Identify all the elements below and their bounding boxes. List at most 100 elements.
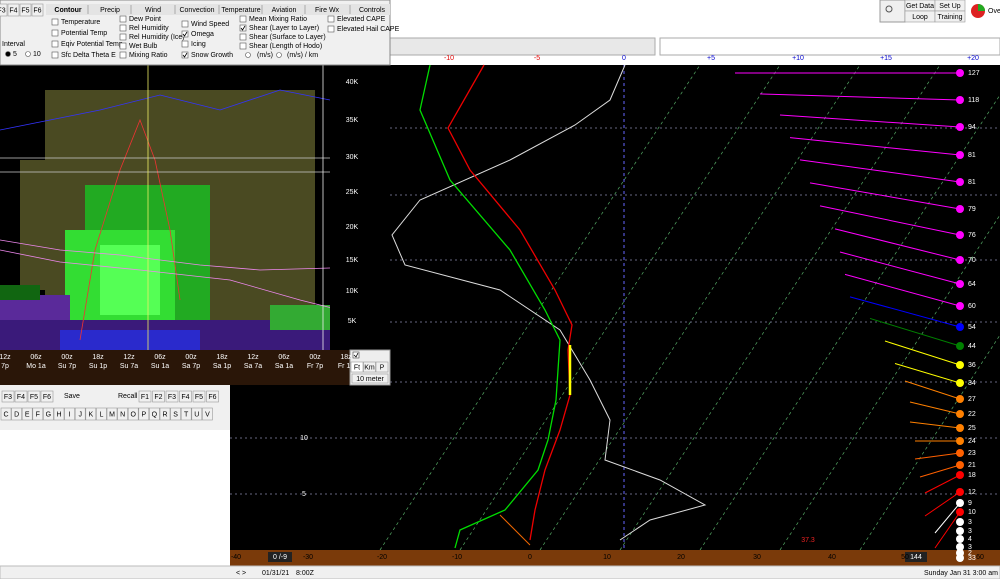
status-time: 8:00Z: [296, 570, 315, 577]
button[interactable]: [363, 361, 376, 373]
input-bar: [389, 37, 656, 56]
button[interactable]: [11, 407, 22, 421]
checkbox[interactable]: [51, 40, 59, 48]
nav[interactable]: < >: [236, 570, 246, 577]
tab[interactable]: Convection: [179, 7, 214, 14]
checkbox[interactable]: [181, 40, 189, 48]
button[interactable]: [127, 407, 139, 421]
button-label: V: [205, 411, 210, 418]
checkbox[interactable]: [181, 51, 189, 59]
button[interactable]: [159, 407, 171, 421]
button[interactable]: [1, 390, 15, 403]
tab[interactable]: Fire Wx: [315, 7, 340, 14]
top-axis-label: 0: [622, 55, 626, 62]
height-axis: [330, 65, 350, 350]
button[interactable]: [192, 390, 206, 403]
checkbox[interactable]: [51, 29, 59, 37]
button[interactable]: [14, 390, 28, 403]
button[interactable]: [179, 390, 192, 403]
button[interactable]: [32, 407, 44, 421]
button[interactable]: [40, 390, 54, 403]
time-local: Su 1a: [151, 363, 169, 370]
save-label[interactable]: Save: [64, 393, 80, 400]
button[interactable]: [74, 407, 86, 421]
radio[interactable]: [276, 52, 282, 58]
wind-speed: 3: [968, 528, 972, 535]
button[interactable]: [165, 390, 179, 403]
button-label: U: [194, 411, 199, 418]
height-label: 40K: [346, 79, 359, 86]
checkbox[interactable]: [119, 33, 127, 41]
button[interactable]: [375, 361, 389, 373]
button[interactable]: [170, 407, 181, 421]
button[interactable]: [53, 407, 65, 421]
checkbox[interactable]: [181, 20, 189, 28]
button[interactable]: [96, 407, 107, 421]
button[interactable]: [202, 407, 213, 421]
button[interactable]: [106, 407, 118, 421]
time-local: Su 7p: [58, 363, 76, 370]
button[interactable]: [138, 390, 152, 403]
button[interactable]: [191, 407, 203, 421]
time-local: 7p: [1, 363, 9, 370]
button[interactable]: [19, 3, 32, 17]
button[interactable]: [351, 373, 389, 384]
button[interactable]: [934, 10, 966, 23]
checkbox[interactable]: [239, 24, 247, 32]
check: [182, 52, 188, 58]
button-label: 10 meter: [356, 376, 384, 383]
button[interactable]: [117, 407, 128, 421]
checkbox[interactable]: [51, 51, 59, 59]
button[interactable]: [152, 390, 165, 403]
checkbox[interactable]: [327, 25, 335, 33]
wind-marker: [956, 280, 964, 288]
tab[interactable]: Contour: [54, 7, 81, 14]
checkbox[interactable]: [119, 42, 127, 50]
checkbox[interactable]: [239, 42, 247, 50]
tab[interactable]: Controls: [359, 7, 386, 14]
checkbox[interactable]: [181, 30, 189, 38]
tab[interactable]: Aviation: [272, 7, 297, 14]
button[interactable]: [27, 390, 41, 403]
tab[interactable]: Temperature: [221, 7, 260, 14]
checkbox[interactable]: [239, 15, 247, 23]
button[interactable]: [350, 361, 364, 373]
radio[interactable]: [245, 52, 251, 58]
isotherms: [379, 64, 1000, 551]
checkbox[interactable]: [119, 15, 127, 23]
checkbox[interactable]: [239, 33, 247, 41]
checkbox[interactable]: [327, 15, 335, 23]
checkbox[interactable]: [352, 351, 360, 359]
button[interactable]: [149, 407, 160, 421]
bottom-axis-label: 50: [901, 554, 909, 561]
button[interactable]: [64, 407, 75, 421]
wind-marker: [956, 379, 964, 387]
checkbox[interactable]: [119, 51, 127, 59]
button[interactable]: [85, 407, 97, 421]
bottom-axis-label: -10: [452, 554, 462, 561]
time-utc: 18z: [340, 354, 352, 361]
tab[interactable]: Precip: [100, 7, 120, 14]
checkbox[interactable]: [119, 24, 127, 32]
button[interactable]: [21, 407, 33, 421]
over-label[interactable]: Over: [988, 8, 1000, 15]
button[interactable]: [0, 407, 12, 421]
radio[interactable]: [5, 51, 11, 57]
wind-barb: [799, 159, 961, 183]
button[interactable]: [206, 390, 219, 403]
button[interactable]: [43, 407, 54, 421]
button[interactable]: [31, 3, 44, 17]
recall-label[interactable]: Recall: [118, 393, 138, 400]
wind-speed: 10: [968, 509, 976, 516]
radio[interactable]: [25, 51, 31, 57]
button[interactable]: [180, 407, 192, 421]
wind-speed: 60: [968, 303, 976, 310]
icon-button[interactable]: [879, 0, 906, 23]
wind-barb: [809, 182, 961, 210]
tab[interactable]: Wind: [145, 7, 161, 14]
button[interactable]: [0, 3, 8, 17]
checkbox[interactable]: [51, 18, 59, 26]
wind-speed: 127: [968, 70, 980, 77]
button[interactable]: [7, 3, 20, 17]
button[interactable]: [138, 407, 150, 421]
